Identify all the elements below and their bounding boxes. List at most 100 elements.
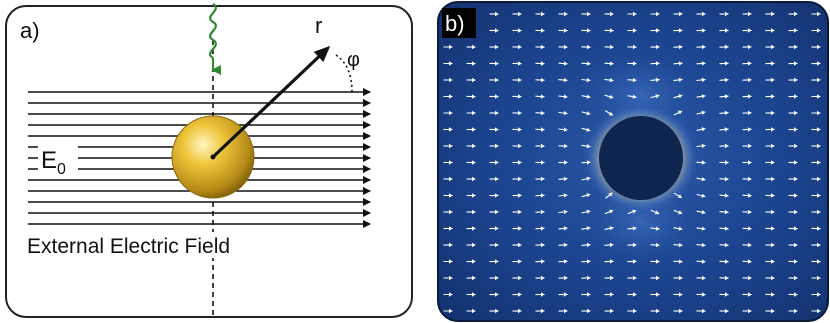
field-arrow-head bbox=[495, 127, 499, 132]
field-arrow-head bbox=[770, 61, 775, 66]
field-arrow-head bbox=[563, 61, 568, 66]
panel-b-field-map: b) bbox=[437, 1, 829, 322]
field-arrow-head bbox=[678, 210, 683, 215]
field-arrow-head bbox=[472, 176, 476, 182]
field-arrow-head bbox=[724, 226, 729, 231]
field-arrow-head bbox=[678, 44, 683, 50]
field-arrow-head bbox=[817, 77, 821, 83]
field-arrow-head bbox=[495, 176, 499, 182]
field-arrow-head bbox=[609, 28, 614, 33]
field-arrow-head bbox=[655, 226, 660, 231]
field-arrow-head bbox=[794, 61, 798, 66]
field-arrow-head bbox=[449, 160, 453, 165]
field-arrow-head bbox=[449, 292, 453, 297]
field-symbol: E bbox=[41, 147, 57, 174]
field-arrow-head bbox=[540, 176, 545, 182]
field-arrow-head bbox=[632, 77, 637, 83]
field-arrow-head bbox=[770, 110, 775, 116]
field-arrow-head bbox=[540, 259, 545, 264]
field-arrow-head bbox=[518, 143, 522, 149]
panel-a: a) r φ E0 External Electric Field bbox=[5, 3, 413, 318]
field-arrow-head bbox=[747, 77, 752, 83]
field-arrow-head bbox=[472, 94, 476, 99]
field-arrow-head bbox=[563, 242, 568, 248]
field-arrow-head bbox=[771, 275, 775, 281]
field-arrow-head bbox=[495, 143, 499, 149]
field-arrow-head bbox=[817, 308, 821, 314]
field-arrow-head bbox=[449, 226, 453, 231]
field-arrow-head bbox=[563, 143, 568, 149]
field-arrow-head bbox=[541, 143, 545, 149]
field-arrow-head bbox=[495, 292, 499, 297]
field-arrow-head bbox=[586, 160, 591, 165]
field-arrow-head bbox=[609, 242, 614, 248]
field-arrow-head bbox=[770, 77, 775, 83]
field-label: E0 bbox=[41, 147, 66, 178]
field-arrow-head bbox=[656, 44, 660, 50]
field-arrow-head bbox=[724, 143, 729, 149]
panel-b-frame bbox=[437, 1, 829, 322]
field-arrow-head bbox=[817, 193, 821, 198]
field-arrow-head bbox=[563, 176, 568, 182]
field-arrow-head bbox=[655, 242, 660, 248]
field-arrow-head bbox=[586, 275, 591, 281]
field-arrow-head bbox=[518, 127, 522, 132]
field-arrow-head bbox=[817, 110, 821, 116]
field-arrow-head bbox=[817, 209, 821, 215]
field-arrow-head bbox=[771, 11, 775, 17]
field-arrow-head bbox=[724, 94, 729, 99]
field-arrow-head bbox=[701, 242, 706, 248]
field-arrow-head bbox=[609, 44, 614, 50]
field-arrow-head bbox=[770, 226, 775, 231]
field-arrow-head bbox=[495, 11, 499, 17]
field-arrow-head bbox=[794, 127, 798, 132]
field-arrow-head bbox=[586, 111, 591, 116]
field-arrow-head bbox=[563, 28, 568, 33]
field-arrow-head bbox=[771, 160, 775, 165]
field-arrow-head bbox=[724, 292, 729, 297]
field-arrow-head bbox=[563, 226, 568, 231]
field-arrow-head bbox=[586, 292, 591, 297]
incident-wave bbox=[209, 3, 217, 59]
field-arrow-head bbox=[563, 77, 568, 83]
field-arrow-head bbox=[495, 209, 499, 215]
panel-b-label: b) bbox=[445, 11, 465, 36]
field-arrow-head bbox=[563, 127, 568, 132]
field-arrow-head bbox=[817, 28, 821, 33]
field-arrow-head bbox=[472, 308, 476, 314]
field-arrow-head bbox=[701, 127, 706, 132]
field-arrow-head bbox=[679, 292, 683, 297]
field-arrow-head bbox=[586, 61, 591, 66]
field-arrow-head bbox=[472, 160, 476, 165]
field-subscript: 0 bbox=[57, 161, 66, 178]
field-arrow-head bbox=[518, 176, 522, 182]
field-arrow-head bbox=[725, 160, 729, 165]
field-arrow-head bbox=[495, 61, 499, 66]
field-arrow-head bbox=[679, 308, 683, 314]
field-arrow-head bbox=[817, 292, 821, 297]
field-arrow-head bbox=[655, 259, 660, 264]
field-arrow-head bbox=[518, 292, 522, 297]
field-arrow-head bbox=[609, 226, 614, 231]
field-arrow-head bbox=[563, 44, 568, 50]
field-arrow-head bbox=[633, 292, 637, 297]
field-arrow-head bbox=[724, 44, 729, 50]
field-arrow-head bbox=[449, 275, 453, 281]
particle bbox=[599, 116, 683, 200]
field-arrow-head bbox=[586, 209, 591, 214]
field-arrow-head bbox=[587, 11, 591, 17]
field-arrow-head bbox=[701, 292, 706, 297]
field-arrow-head bbox=[563, 193, 568, 198]
field-arrow-head bbox=[517, 61, 522, 66]
field-arrow-head bbox=[517, 209, 522, 215]
field-arrow-head bbox=[449, 259, 453, 264]
field-arrow-head bbox=[747, 44, 752, 50]
field-arrow-head bbox=[518, 275, 522, 281]
field-arrow-head bbox=[747, 61, 752, 66]
field-caption: External Electric Field bbox=[27, 235, 230, 258]
field-arrow-head bbox=[748, 11, 752, 17]
field-arrow-head bbox=[701, 210, 706, 215]
field-arrow-head bbox=[747, 176, 752, 182]
field-arrow-head bbox=[518, 160, 522, 165]
field-arrow-head bbox=[771, 176, 775, 182]
